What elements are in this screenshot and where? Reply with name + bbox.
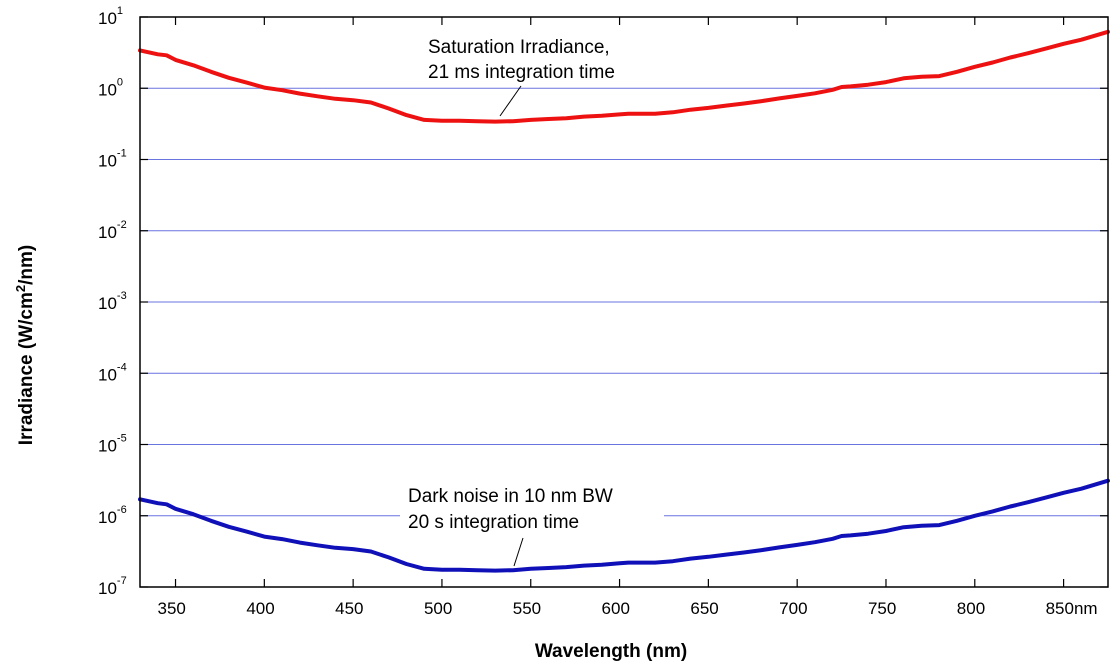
y-tick-exponent: -1 xyxy=(117,148,127,160)
y-tick-base: 10 xyxy=(98,579,117,598)
y-tick-exponent: 1 xyxy=(117,5,123,17)
annotation-saturation-line1: Saturation Irradiance, xyxy=(428,37,610,58)
annotation-backdrop xyxy=(418,30,670,86)
y-tick-base: 10 xyxy=(98,80,117,99)
y-tick-exponent: -2 xyxy=(117,219,127,231)
y-tick-exponent: -3 xyxy=(117,290,127,302)
y-axis-title-superscript: 2 xyxy=(13,285,28,292)
x-tick-label: 850nm xyxy=(1046,599,1098,618)
y-tick-exponent: -5 xyxy=(117,433,127,445)
y-tick-base: 10 xyxy=(98,508,117,527)
y-tick-label: 100 xyxy=(98,76,123,99)
x-tick-label: 450 xyxy=(335,599,363,618)
y-tick-exponent: -4 xyxy=(117,361,127,373)
annotation-dark-noise-leader xyxy=(513,537,524,567)
x-tick-label: 400 xyxy=(246,599,274,618)
series-line-dark-noise xyxy=(138,478,1110,573)
annotation-saturation-leader xyxy=(499,85,522,117)
x-axis: 350 400 450 500 550 600 650 700 750 800 850nm xyxy=(158,17,1098,618)
y-tick-base: 10 xyxy=(98,223,117,242)
x-tick-label: 600 xyxy=(602,599,630,618)
annotation-saturation-line2: 21 ms integration time xyxy=(428,62,615,83)
x-tick-label: 500 xyxy=(424,599,452,618)
x-tick-label: 750 xyxy=(868,599,896,618)
y-tick-base: 10 xyxy=(98,437,117,456)
annotation-dark-noise-line1: Dark noise in 10 nm BW xyxy=(408,486,613,507)
y-tick-label: 10-6 xyxy=(98,504,127,527)
x-tick-label: 550 xyxy=(513,599,541,618)
x-axis-title: Wavelength (nm) xyxy=(535,641,687,662)
gridlines xyxy=(140,87,1108,517)
y-axis-title: Irradiance (W/cm2/nm) xyxy=(13,245,37,445)
y-tick-label: 10-4 xyxy=(98,361,127,384)
annotations: Saturation Irradiance, 21 ms integration… xyxy=(400,30,670,567)
x-tick-label: 650 xyxy=(690,599,718,618)
y-tick-label: 10-5 xyxy=(98,433,127,456)
y-tick-label: 10-1 xyxy=(98,148,127,171)
annotation-backdrop xyxy=(400,478,664,534)
y-tick-base: 10 xyxy=(98,294,117,313)
y-tick-base: 10 xyxy=(98,365,117,384)
y-tick-exponent: 0 xyxy=(117,76,123,88)
y-axis-title-unit: /nm) xyxy=(16,245,37,285)
y-tick-base: 10 xyxy=(98,9,117,28)
y-tick-label: 10-7 xyxy=(98,575,127,598)
x-tick-label: 700 xyxy=(779,599,807,618)
y-tick-label: 101 xyxy=(98,5,123,28)
x-tick-label: 800 xyxy=(957,599,985,618)
y-tick-exponent: -7 xyxy=(117,575,127,587)
y-tick-exponent: -6 xyxy=(117,504,127,516)
series-line-saturation-irradiance xyxy=(138,29,1110,124)
y-axis-title-main: Irradiance (W/cm xyxy=(16,292,37,445)
x-tick-label: 350 xyxy=(158,599,186,618)
y-tick-label: 10-3 xyxy=(98,290,127,313)
annotation-dark-noise-line2: 20 s integration time xyxy=(408,512,579,533)
y-tick-base: 10 xyxy=(98,152,117,171)
y-tick-label: 10-2 xyxy=(98,219,127,242)
series-lines xyxy=(138,29,1110,573)
